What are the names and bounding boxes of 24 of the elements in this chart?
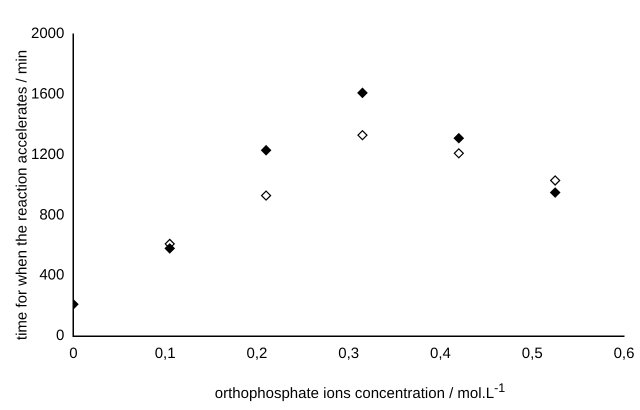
point: [164, 243, 175, 254]
point: [357, 130, 368, 140]
x-axis-title: orthophosphate ions concentration / mol.L$^{-1}$: [214, 381, 506, 402]
y-tick-label: 2000: [30, 25, 64, 42]
point: [454, 133, 464, 144]
x-tick-label: 0,4: [430, 345, 451, 362]
x-tick-label: 0,6: [614, 345, 634, 362]
point: [550, 187, 560, 198]
x-tick-label: 0,5: [522, 345, 543, 362]
y-tick-label: 800: [39, 206, 64, 224]
y-tick-label: 1200: [30, 146, 64, 163]
point: [357, 88, 368, 98]
y-axis-title: time for when the reaction accelerates / min: [14, 50, 30, 340]
point: [260, 145, 272, 156]
y-tick-label: 0: [56, 327, 64, 344]
x-tick-label: 0,2: [246, 345, 268, 362]
y-tick-label: 1600: [30, 86, 64, 103]
x-tick-label: 0,3: [338, 345, 360, 362]
x-tick-label: 0: [69, 345, 78, 362]
point: [550, 175, 560, 186]
point: [260, 190, 272, 201]
point: [454, 148, 464, 158]
y-tick-label: 400: [39, 266, 64, 284]
x-tick-label: 0,1: [154, 345, 176, 362]
